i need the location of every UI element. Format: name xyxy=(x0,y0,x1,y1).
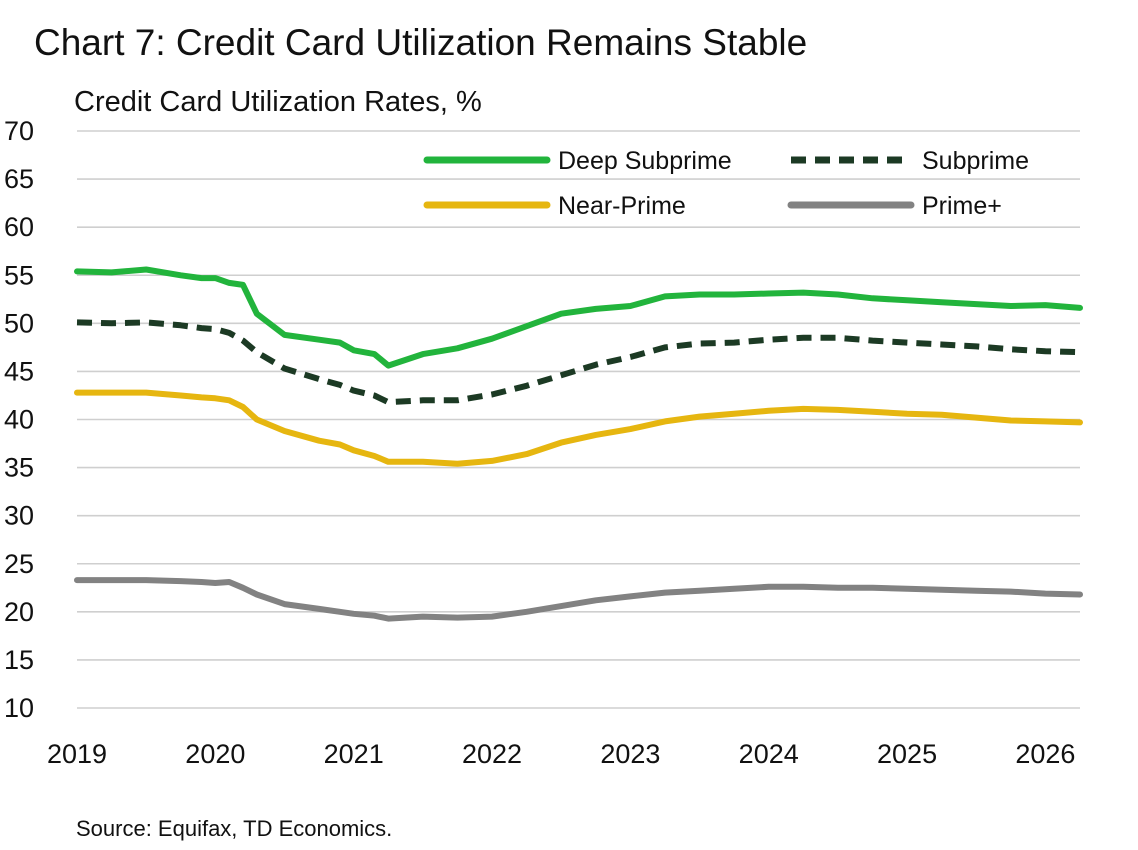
series-line-deep-subprime xyxy=(74,266,1083,369)
source-note: Source: Equifax, TD Economics. xyxy=(76,816,393,841)
y-tick-label: 50 xyxy=(4,308,34,338)
series-line-prime- xyxy=(74,577,1083,622)
y-tick-label: 70 xyxy=(4,116,34,146)
chart-subtitle: Credit Card Utilization Rates, % xyxy=(74,86,482,118)
series-line-subprime xyxy=(76,319,1081,406)
y-tick-label: 45 xyxy=(4,356,34,386)
x-tick-label: 2025 xyxy=(877,739,937,769)
y-tick-label: 25 xyxy=(4,549,34,579)
y-tick-label: 15 xyxy=(4,645,34,675)
legend-label-prime-: Prime+ xyxy=(922,192,1002,220)
y-tick-label: 60 xyxy=(4,212,34,242)
legend-label-near-prime: Near-Prime xyxy=(558,192,686,220)
y-tick-label: 55 xyxy=(4,260,34,290)
legend-label-subprime: Subprime xyxy=(922,147,1029,175)
y-tick-label: 10 xyxy=(4,693,34,723)
y-tick-label: 30 xyxy=(4,501,34,531)
chart-title: Chart 7: Credit Card Utilization Remains… xyxy=(34,22,808,63)
x-tick-label: 2026 xyxy=(1015,739,1075,769)
x-tick-label: 2020 xyxy=(185,739,245,769)
y-tick-label: 40 xyxy=(4,405,34,435)
legend-label-deep-subprime: Deep Subprime xyxy=(558,147,732,175)
series-line-near-prime xyxy=(74,389,1083,467)
y-tick-label: 35 xyxy=(4,453,34,483)
x-tick-label: 2022 xyxy=(462,739,522,769)
x-tick-label: 2019 xyxy=(47,739,107,769)
y-tick-label: 20 xyxy=(4,597,34,627)
x-tick-label: 2023 xyxy=(600,739,660,769)
x-tick-label: 2021 xyxy=(324,739,384,769)
x-tick-label: 2024 xyxy=(739,739,799,769)
y-tick-label: 65 xyxy=(4,164,34,194)
